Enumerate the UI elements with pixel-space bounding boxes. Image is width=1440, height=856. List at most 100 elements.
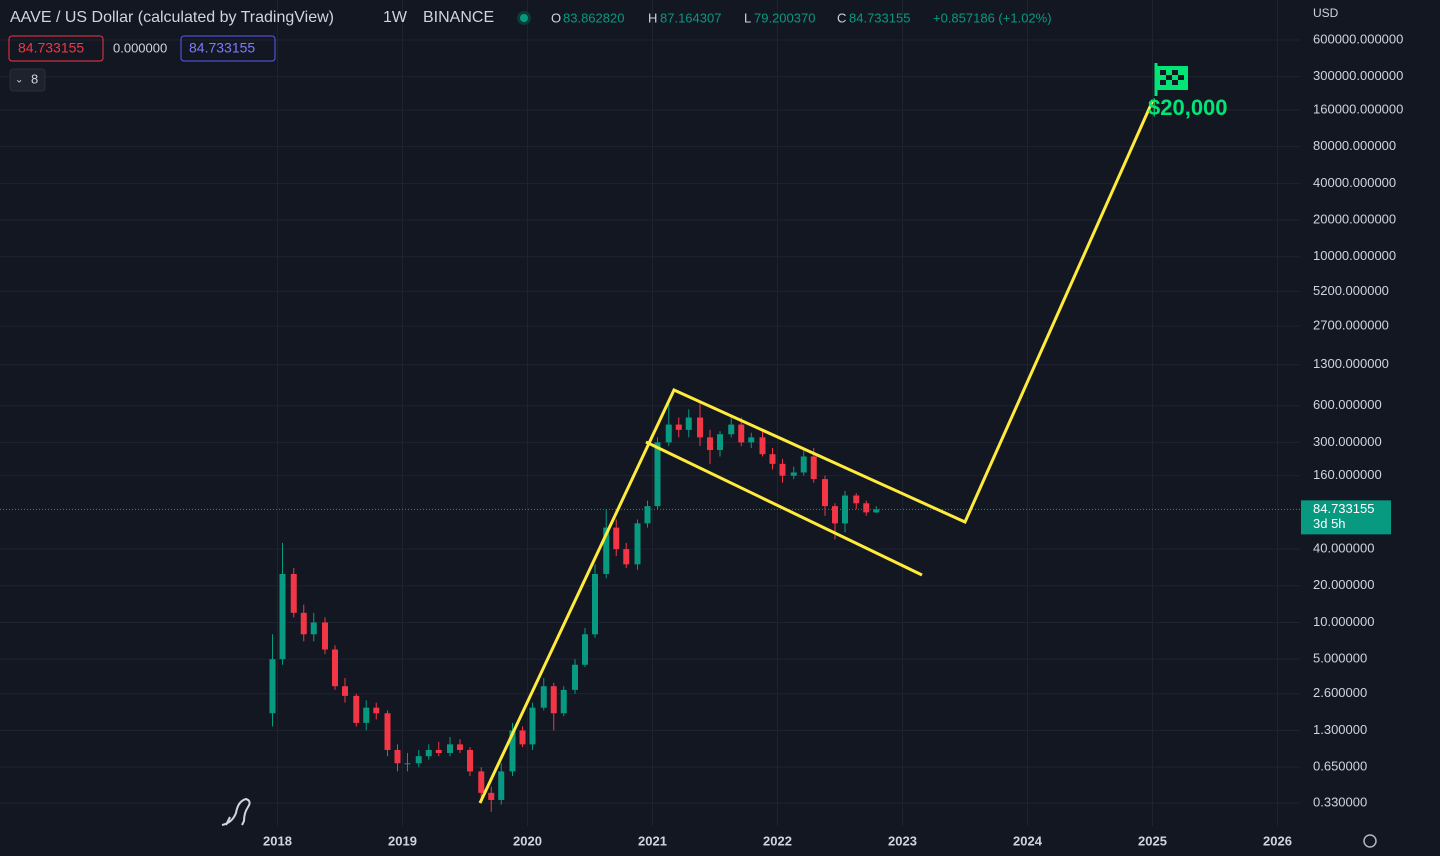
interval: 1W [383, 9, 408, 26]
y-tick-label: 5200.000000 [1313, 283, 1389, 298]
candle-body [332, 649, 338, 687]
change: +0.857186 (+1.02%) [933, 10, 1052, 25]
y-tick-label: 20.000000 [1313, 577, 1374, 592]
high: 87.164307 [660, 10, 721, 25]
candles [0, 401, 1300, 812]
candle-body [540, 686, 547, 708]
candle-body [685, 417, 692, 430]
y-tick-label: 160000.000000 [1313, 101, 1403, 116]
h-key: H [648, 10, 657, 25]
candle-body [415, 756, 422, 764]
candle-body [634, 523, 641, 565]
y-tick-label: 40.000000 [1313, 541, 1374, 556]
candle-body [842, 495, 848, 524]
x-tick-label: 2019 [388, 833, 417, 848]
candle-body [717, 434, 723, 450]
candle-body [728, 424, 735, 435]
candle-body [582, 634, 588, 665]
symbol: AAVE / US Dollar (calculated by TradingV… [10, 9, 334, 26]
badge-text: 84.733155 [18, 40, 84, 56]
candle-body [665, 424, 672, 443]
candle-body [509, 730, 516, 772]
candle-body [572, 664, 578, 690]
chevron: ⌄ [15, 75, 23, 86]
annotation: $20,000 [1148, 95, 1228, 120]
badge-text: 0.000000 [113, 40, 167, 55]
grid [0, 0, 1300, 826]
candle-body [707, 437, 713, 450]
candle-body [800, 456, 807, 473]
candle-body [279, 573, 286, 660]
channel-line [645, 440, 923, 577]
y-tick-label: 10.000000 [1313, 614, 1374, 629]
candle-body [529, 707, 536, 745]
candle-body [759, 437, 766, 455]
candle-body [644, 506, 651, 524]
candle-body [467, 749, 473, 772]
candle-body [322, 622, 328, 650]
candle-body [519, 730, 526, 745]
c-key: C [837, 10, 846, 25]
candle-body [342, 686, 348, 696]
candle-body [654, 442, 661, 507]
y-tick-label: 600.000000 [1313, 397, 1382, 412]
y-tick-label: 1.300000 [1313, 722, 1367, 737]
currency[interactable]: USD [1313, 6, 1339, 20]
candle-body [738, 424, 745, 443]
candle-body [675, 424, 682, 430]
badge-text: 84.733155 [189, 40, 255, 56]
candle-body [425, 749, 432, 757]
indicator-count: 8 [31, 71, 38, 86]
candle-body [560, 689, 567, 714]
trend-line [478, 99, 1155, 804]
y-tick-label: 160.000000 [1313, 467, 1382, 482]
candle-body [269, 659, 276, 714]
candle-body [373, 707, 380, 714]
y-tick-label: 300000.000000 [1313, 68, 1403, 83]
candle-body [697, 417, 703, 438]
flag [1154, 63, 1188, 96]
candle-body [435, 749, 442, 753]
y-tick-label: 1300.000000 [1313, 356, 1389, 371]
settings[interactable] [1363, 834, 1377, 848]
y-tick-label: 10000.000000 [1313, 248, 1396, 263]
y-tick-label: 600000.000000 [1313, 31, 1403, 46]
y-tick-label: 2700.000000 [1313, 318, 1389, 333]
candle-body [488, 792, 495, 800]
x-tick-label: 2024 [1013, 833, 1043, 848]
candle-body [822, 479, 828, 507]
y-tick-label: 40000.000000 [1313, 175, 1396, 190]
x-tick-label: 2025 [1138, 833, 1167, 848]
candle-body [613, 527, 620, 550]
candle-body [457, 744, 463, 750]
candle-body [623, 549, 630, 565]
low: 79.200370 [754, 10, 815, 25]
y-tick-label: 2.600000 [1313, 685, 1367, 700]
candle-body [853, 495, 860, 504]
close: 84.733155 [849, 10, 910, 25]
indicator-toggle[interactable] [9, 68, 46, 92]
x-tick-label: 2020 [513, 833, 542, 848]
badge[interactable] [180, 35, 276, 62]
candle-body [353, 695, 360, 723]
x-tick-label: 2026 [1263, 833, 1292, 848]
candle-body [873, 509, 880, 513]
candle-body [447, 744, 453, 753]
badge[interactable] [8, 35, 104, 62]
y-tick-label: 300.000000 [1313, 434, 1382, 449]
candle-body [310, 622, 317, 635]
candle-body [300, 612, 307, 635]
candle-body [810, 456, 817, 480]
open: 83.862820 [563, 10, 624, 25]
header: AAVE / US Dollar (calculated by TradingV… [8, 6, 1377, 848]
candle-body [404, 763, 411, 765]
candle-body [394, 749, 401, 764]
countdown: 3d 5h [1313, 516, 1346, 531]
y-tick-label: 0.650000 [1313, 759, 1367, 774]
logo [221, 797, 251, 826]
candle-body [363, 707, 370, 723]
x-tick-label: 2018 [263, 833, 292, 848]
